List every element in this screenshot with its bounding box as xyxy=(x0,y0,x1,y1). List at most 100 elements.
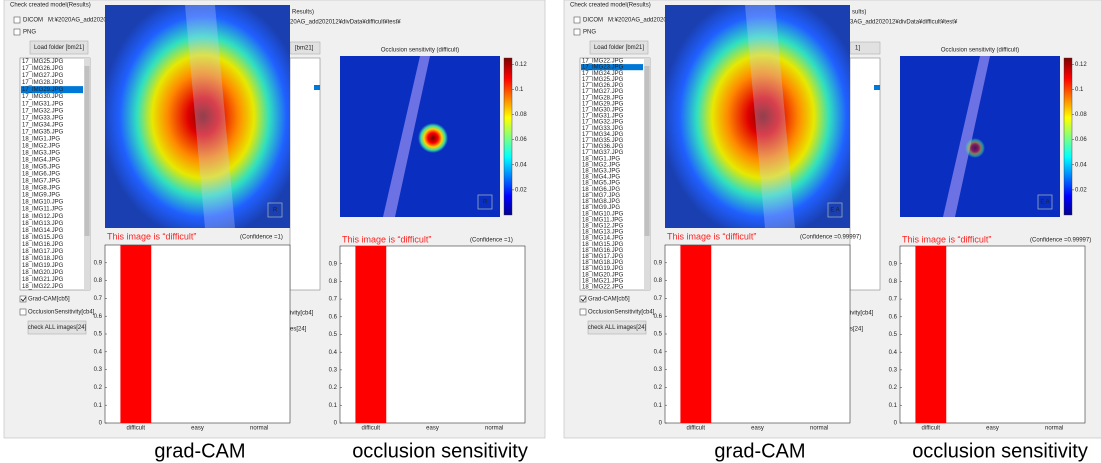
occlusion-hotspot xyxy=(418,123,448,153)
file-item[interactable]: 18_IMG3.JPG xyxy=(582,169,620,175)
file-item[interactable]: 17_IMG33.JPG xyxy=(582,126,624,132)
file-item[interactable]: 17_IMG25.JPG xyxy=(22,59,64,65)
file-item[interactable]: 18_IMG20.JPG xyxy=(22,270,64,276)
occlusion-checkbox[interactable] xyxy=(19,308,27,316)
png-checkbox[interactable] xyxy=(573,28,581,36)
file-item[interactable]: 17_IMG27.JPG xyxy=(22,73,64,79)
file-item[interactable]: 18_IMG5.JPG xyxy=(22,165,60,171)
file-item[interactable]: 17_IMG25.JPG xyxy=(582,77,624,83)
file-item[interactable]: 18_IMG17.JPG xyxy=(582,254,624,260)
scroll-thumb[interactable] xyxy=(644,66,650,236)
file-item[interactable]: 18_IMG21.JPG xyxy=(22,277,64,283)
file-item[interactable]: 18_IMG22.JPG xyxy=(582,285,624,291)
gradcam-checkbox[interactable] xyxy=(19,295,27,303)
file-item[interactable]: 17_IMG26.JPG xyxy=(22,66,64,72)
file-item[interactable]: 18_IMG11.JPG xyxy=(582,217,623,223)
y-tick-label: 0.3 xyxy=(654,367,663,373)
gradcam-checkbox-check xyxy=(20,296,27,302)
file-item[interactable]: 18_IMG7.JPG xyxy=(582,193,620,199)
file-item[interactable]: 17_IMG35.JPG xyxy=(582,138,624,144)
file-item[interactable]: 18_IMG18.JPG xyxy=(22,256,64,262)
file-item[interactable]: 17_IMG32.JPG xyxy=(582,120,624,126)
file-item[interactable]: 17_IMG30.JPG xyxy=(22,94,64,100)
file-item[interactable]: 18_IMG8.JPG xyxy=(582,199,620,205)
file-item[interactable]: 18_IMG5.JPG xyxy=(582,181,620,187)
bone-overlay xyxy=(943,56,990,217)
gradcam-checkbox[interactable] xyxy=(579,295,587,303)
file-item[interactable]: 18_IMG17.JPG xyxy=(22,249,64,255)
file-item[interactable]: 18_IMG2.JPG xyxy=(582,162,620,168)
scroll-thumb[interactable] xyxy=(84,66,90,236)
dicom-checkbox[interactable] xyxy=(13,16,21,24)
file-item[interactable]: 18_IMG4.JPG xyxy=(22,158,60,164)
file-item[interactable]: 18_IMG11.JPG xyxy=(22,207,63,213)
file-item[interactable]: 17_IMG30.JPG xyxy=(582,107,624,113)
file-item[interactable]: 18_IMG14.JPG xyxy=(582,236,624,242)
gradcam-checkbox-check xyxy=(580,296,587,302)
file-item[interactable]: 17_IMG29.JPG xyxy=(582,101,624,107)
file-item[interactable]: 17_IMG31.JPG xyxy=(582,114,624,120)
file-item[interactable]: 18_IMG16.JPG xyxy=(582,248,624,254)
check-all-button[interactable] xyxy=(27,320,87,335)
file-item[interactable]: 17_IMG24.JPG xyxy=(582,71,624,77)
file-item[interactable]: 18_IMG8.JPG xyxy=(22,186,60,192)
file-item[interactable]: 17_IMG23.JPG xyxy=(582,65,624,71)
file-item[interactable]: 18_IMG13.JPG xyxy=(22,221,64,227)
x-tick-label: difficult xyxy=(687,426,706,432)
selected-item xyxy=(21,86,83,94)
file-item[interactable]: 18_IMG13.JPG xyxy=(582,230,624,236)
file-item[interactable]: 18_IMG19.JPG xyxy=(22,263,64,269)
occlusion-checkbox[interactable] xyxy=(579,308,587,316)
check-all-button[interactable] xyxy=(587,320,647,335)
y-tick-label: 0.9 xyxy=(654,260,663,266)
colorbar-tick-label: 0.08 xyxy=(1075,112,1087,118)
file-item[interactable]: 18_IMG4.JPG xyxy=(582,175,620,181)
file-item[interactable]: 18_IMG6.JPG xyxy=(22,172,60,178)
file-item[interactable]: 17_IMG34.JPG xyxy=(22,122,64,128)
y-tick-label: 0.1 xyxy=(329,403,338,409)
file-item[interactable]: 18_IMG9.JPG xyxy=(22,193,60,199)
file-item[interactable]: 17_IMG37.JPG xyxy=(582,150,624,156)
file-item[interactable]: 18_IMG18.JPG xyxy=(582,260,624,266)
file-item[interactable]: 17_IMG35.JPG xyxy=(22,129,64,135)
file-item[interactable]: 17_IMG26.JPG xyxy=(582,83,624,89)
file-item[interactable]: 18_IMG7.JPG xyxy=(22,179,60,185)
file-item[interactable]: 18_IMG2.JPG xyxy=(22,143,60,149)
occlusion-corner-label: E A xyxy=(1040,200,1049,206)
file-item[interactable]: 18_IMG1.JPG xyxy=(582,156,620,162)
file-item[interactable]: 18_IMG19.JPG xyxy=(582,266,624,272)
colorbar-tick-label: 0.08 xyxy=(515,112,527,118)
file-item[interactable]: 18_IMG3.JPG xyxy=(22,150,60,156)
file-item[interactable]: 18_IMG14.JPG xyxy=(22,228,64,234)
file-item[interactable]: 17_IMG34.JPG xyxy=(582,132,624,138)
dicom-checkbox[interactable] xyxy=(573,16,581,24)
file-item[interactable]: 18_IMG21.JPG xyxy=(582,278,624,284)
file-item[interactable]: 18_IMG20.JPG xyxy=(582,272,624,278)
file-item[interactable]: 18_IMG16.JPG xyxy=(22,242,64,248)
bar xyxy=(120,245,152,423)
file-item[interactable]: 18_IMG12.JPG xyxy=(22,214,64,220)
file-item[interactable]: 18_IMG9.JPG xyxy=(582,205,620,211)
file-item[interactable]: 18_IMG15.JPG xyxy=(22,235,64,241)
file-item[interactable]: 17_IMG28.JPG xyxy=(22,80,64,86)
file-item[interactable]: 17_IMG27.JPG xyxy=(582,89,624,95)
file-item[interactable]: 18_IMG15.JPG xyxy=(582,242,624,248)
file-item[interactable]: 18_IMG1.JPG xyxy=(22,136,60,142)
file-item[interactable]: 17_IMG32.JPG xyxy=(22,108,64,114)
file-item[interactable]: 18_IMG10.JPG xyxy=(22,200,64,206)
load-folder-button[interactable] xyxy=(29,40,89,55)
png-checkbox[interactable] xyxy=(13,28,21,36)
file-item[interactable]: 18_IMG12.JPG xyxy=(582,223,624,229)
file-item[interactable]: 17_IMG22.JPG xyxy=(582,59,624,65)
file-item[interactable]: 17_IMG36.JPG xyxy=(582,144,624,150)
file-item[interactable]: 17_IMG29.JPG xyxy=(22,87,64,93)
file-item[interactable]: 18_IMG6.JPG xyxy=(582,187,620,193)
occlusion-hotspot xyxy=(965,138,985,158)
file-item[interactable]: 17_IMG28.JPG xyxy=(582,95,624,101)
file-item[interactable]: 18_IMG22.JPG xyxy=(22,284,64,290)
check-all-button-label: check ALL images[24] xyxy=(588,325,647,331)
file-item[interactable]: 17_IMG31.JPG xyxy=(22,101,64,107)
file-item[interactable]: 17_IMG33.JPG xyxy=(22,115,64,121)
load-folder-button[interactable] xyxy=(589,40,649,55)
file-item[interactable]: 18_IMG10.JPG xyxy=(582,211,624,217)
